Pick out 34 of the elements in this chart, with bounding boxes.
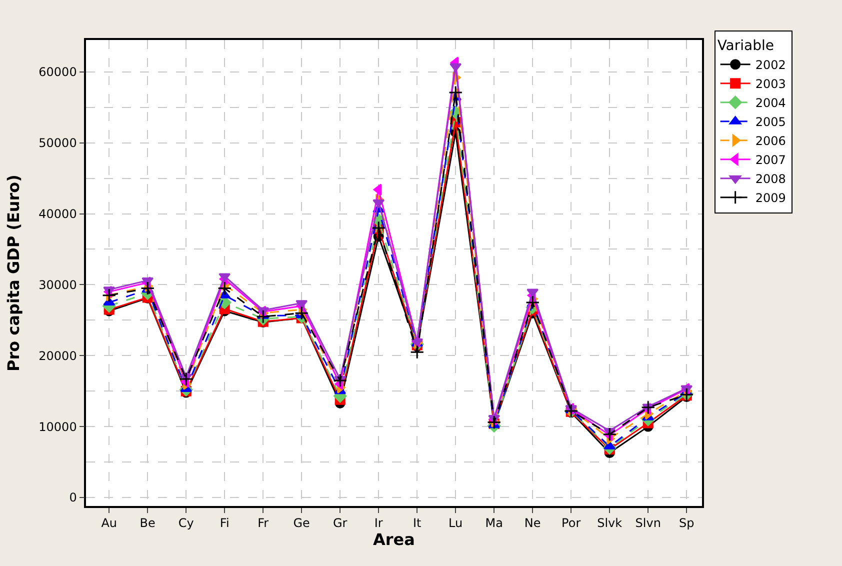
y-tick-label: 20000: [38, 348, 77, 363]
legend-label: 2002: [755, 58, 786, 72]
y-tick-label: 10000: [38, 420, 77, 434]
y-axis-title: Pro capita GDP (Euro): [4, 174, 24, 372]
legend-label: 2008: [755, 172, 786, 186]
x-tick-label: Cy: [178, 516, 194, 530]
x-tick-label: Slvk: [597, 516, 622, 530]
y-tick-label: 50000: [38, 136, 77, 150]
legend-label: 2003: [755, 77, 786, 92]
legend-label: 2005: [755, 115, 786, 130]
x-tick-label: Be: [140, 516, 156, 530]
x-tick-label: Ir: [374, 516, 383, 530]
x-tick-label: Sp: [678, 516, 694, 530]
x-tick-label: Lu: [448, 516, 463, 530]
x-tick-label: Fi: [220, 516, 230, 530]
x-tick-label: It: [412, 516, 422, 530]
legend-label: 2009: [755, 191, 786, 206]
x-tick-label: Fr: [258, 516, 269, 530]
y-tick-label: 40000: [38, 206, 77, 221]
x-tick-label: Ne: [524, 516, 541, 530]
legend-label: 2004: [755, 96, 786, 110]
x-axis-title: Area: [373, 530, 415, 550]
legend-title: Variable: [717, 38, 774, 54]
y-tick-label: 0: [69, 490, 77, 505]
x-tick-label: Au: [101, 516, 118, 530]
y-tick-label: 60000: [38, 65, 77, 80]
legend-label: 2007: [755, 153, 786, 168]
x-tick-label: Por: [562, 516, 581, 530]
legend-label: 2006: [755, 134, 786, 148]
x-tick-label: Ma: [485, 516, 503, 530]
x-tick-label: Ge: [293, 516, 310, 530]
y-tick-label: 30000: [38, 278, 77, 292]
x-tick-label: Slvn: [635, 516, 661, 530]
x-tick-label: Gr: [332, 516, 348, 530]
